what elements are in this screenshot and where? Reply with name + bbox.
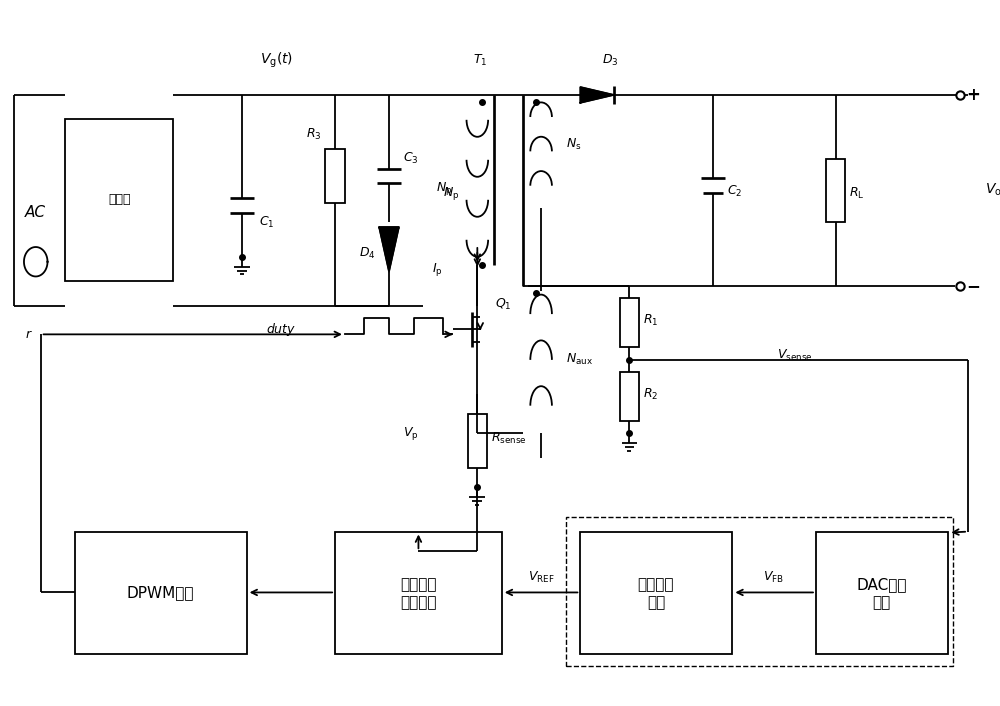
Text: $D_4$: $D_4$ <box>359 246 375 261</box>
Bar <box>325 149 345 203</box>
Text: $V_{\rm g}(t)$: $V_{\rm g}(t)$ <box>260 51 293 70</box>
Text: $C_2$: $C_2$ <box>727 184 742 198</box>
Bar <box>75 532 247 654</box>
Text: $R_{\rm L}$: $R_{\rm L}$ <box>849 186 865 201</box>
Text: $N_{\rm p}$: $N_{\rm p}$ <box>436 179 453 197</box>
Polygon shape <box>379 227 399 272</box>
Text: 模块: 模块 <box>647 594 665 610</box>
Text: 参考电压: 参考电压 <box>400 577 437 592</box>
Text: $R_{\rm sense}$: $R_{\rm sense}$ <box>491 431 527 446</box>
Bar <box>468 414 487 468</box>
Bar <box>566 517 953 666</box>
Text: DAC采样: DAC采样 <box>856 577 907 592</box>
Text: $V_{\rm FB}$: $V_{\rm FB}$ <box>763 570 784 585</box>
Text: $T_1$: $T_1$ <box>473 53 487 68</box>
Text: 模块: 模块 <box>873 594 891 610</box>
Polygon shape <box>580 87 614 103</box>
Text: $C_3$: $C_3$ <box>403 151 418 166</box>
Text: 负载检测: 负载检测 <box>638 577 674 592</box>
Text: $R_3$: $R_3$ <box>306 126 321 142</box>
Bar <box>580 532 732 654</box>
Text: AC: AC <box>25 205 46 220</box>
Text: $R_2$: $R_2$ <box>643 387 658 402</box>
Text: $N_{\rm aux}$: $N_{\rm aux}$ <box>566 352 593 367</box>
Text: $duty$: $duty$ <box>266 321 297 338</box>
Text: $V_{\rm p}$: $V_{\rm p}$ <box>403 425 418 442</box>
Text: DPWM驱动: DPWM驱动 <box>127 585 194 600</box>
Text: $D_3$: $D_3$ <box>602 53 618 68</box>
Bar <box>826 159 845 222</box>
Text: 整流器: 整流器 <box>108 193 130 206</box>
Text: $I_{\rm p}$: $I_{\rm p}$ <box>432 261 443 278</box>
Text: −: − <box>966 277 980 295</box>
Text: $V_{\rm REF}$: $V_{\rm REF}$ <box>528 570 554 585</box>
Bar <box>335 532 502 654</box>
Bar <box>65 119 173 282</box>
Bar <box>816 532 948 654</box>
Text: +: + <box>966 86 980 104</box>
Text: r: r <box>26 328 31 341</box>
Text: 调整模块: 调整模块 <box>400 594 437 610</box>
Text: $V_{\rm sense}$: $V_{\rm sense}$ <box>777 347 812 362</box>
Text: $N_{\rm s}$: $N_{\rm s}$ <box>566 136 581 152</box>
Bar <box>620 298 639 347</box>
Text: $R_1$: $R_1$ <box>643 313 659 328</box>
Text: $V_{\rm o}$: $V_{\rm o}$ <box>985 182 1000 198</box>
Text: $C_1$: $C_1$ <box>259 215 275 230</box>
Text: $N_{\rm p}$: $N_{\rm p}$ <box>443 184 459 201</box>
Bar <box>620 371 639 421</box>
Text: $Q_1$: $Q_1$ <box>495 297 512 313</box>
